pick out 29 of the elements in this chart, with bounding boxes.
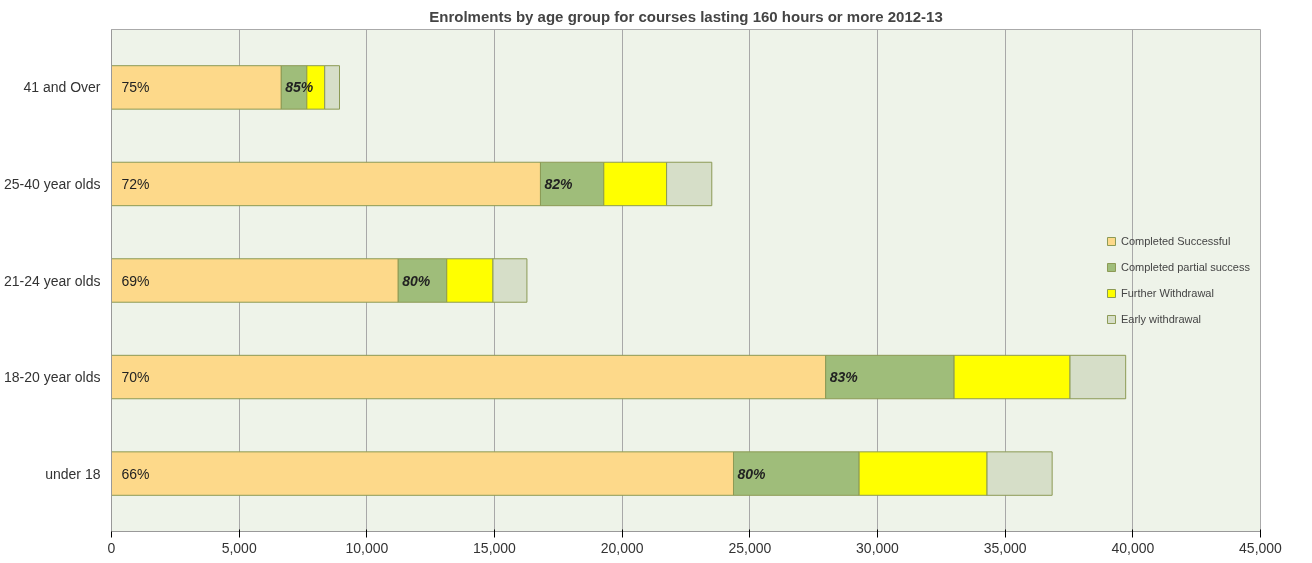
- annotation: 80%: [737, 465, 767, 482]
- y-tick-label: 21-24 year olds: [4, 272, 101, 289]
- x-tick-label: 35,000: [983, 539, 1027, 556]
- y-tick-label: 41 and Over: [23, 79, 101, 96]
- legend-label: Further Withdrawal: [1120, 287, 1214, 299]
- legend-label: Completed partial success: [1120, 261, 1250, 273]
- annotation: 70%: [121, 369, 150, 386]
- x-tick-label: 40,000: [1111, 539, 1155, 556]
- y-tick-label: 18-20 year olds: [4, 369, 101, 386]
- chart-title: Enrolments by age group for courses lasting 160 hours or more 2012-13: [429, 7, 943, 25]
- legend-label: Completed Successful: [1120, 235, 1231, 247]
- x-tick-label: 15,000: [473, 539, 517, 556]
- annotation: 82%: [544, 175, 574, 192]
- x-tick-label: 5,000: [221, 539, 257, 556]
- legend-label: Early withdrawal: [1120, 313, 1202, 325]
- annotation: 72%: [121, 175, 150, 192]
- x-tick-label: 45,000: [1239, 539, 1283, 556]
- x-tick-label: 30,000: [856, 539, 900, 556]
- annotation: 66%: [121, 465, 150, 482]
- x-tick-label: 10,000: [345, 539, 389, 556]
- x-tick-label: 25,000: [728, 539, 772, 556]
- x-tick-label: 0: [107, 539, 116, 556]
- annotation: 83%: [829, 369, 859, 386]
- y-tick-label: 25-40 year olds: [4, 175, 101, 192]
- annotation: 80%: [402, 272, 431, 289]
- annotation: 69%: [121, 272, 150, 289]
- annotation: 75%: [121, 79, 150, 96]
- x-tick-label: 20,000: [600, 539, 644, 556]
- y-tick-label: under 18: [45, 465, 101, 482]
